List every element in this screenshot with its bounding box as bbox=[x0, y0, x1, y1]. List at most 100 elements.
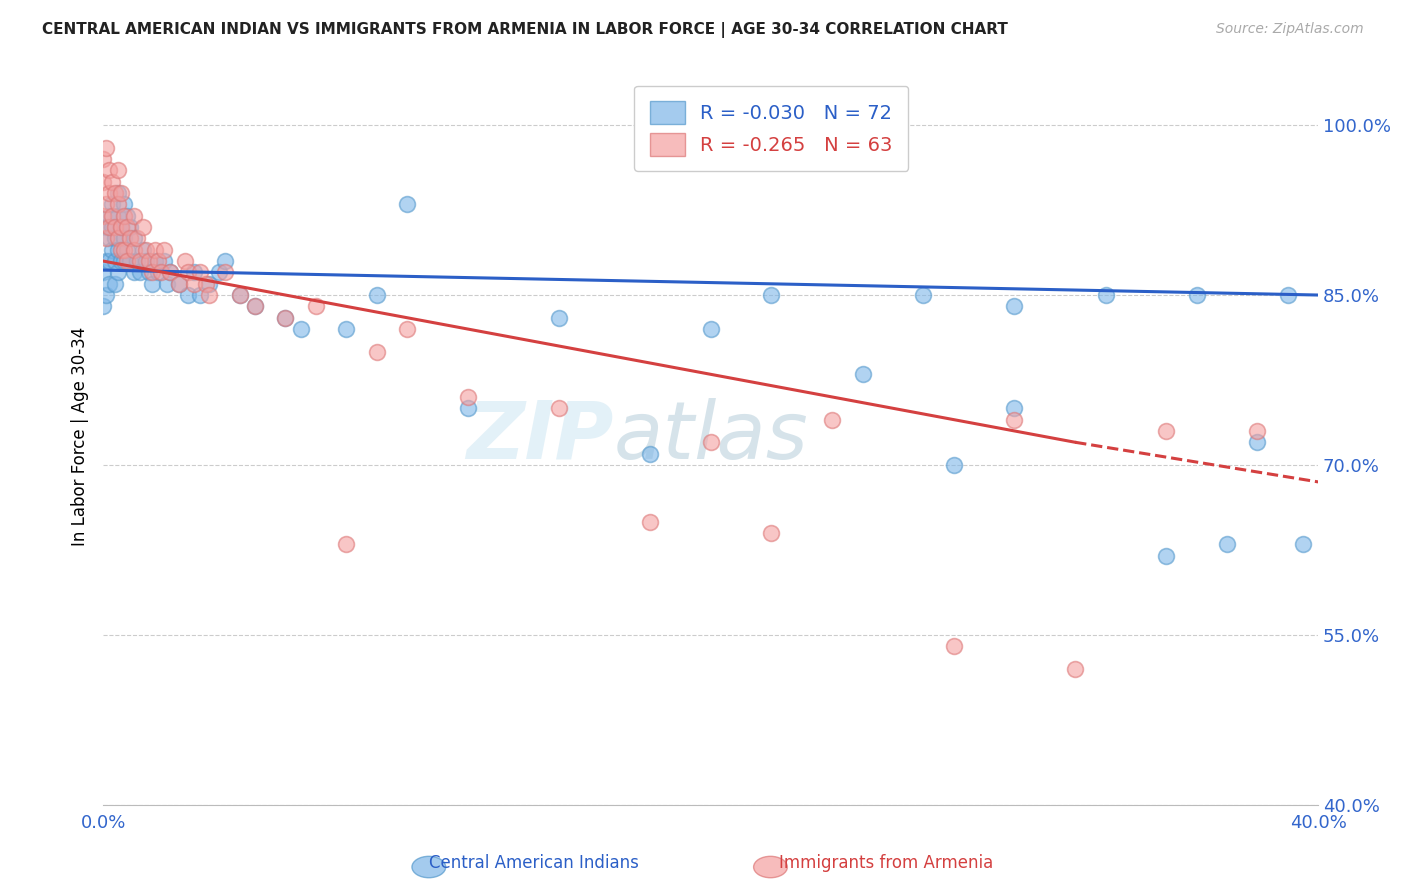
Point bbox=[214, 254, 236, 268]
Point bbox=[125, 231, 148, 245]
Point bbox=[457, 401, 479, 416]
Point bbox=[107, 197, 129, 211]
Point bbox=[195, 277, 218, 291]
Point bbox=[104, 186, 127, 200]
Point bbox=[699, 435, 721, 450]
Point bbox=[851, 368, 873, 382]
Point bbox=[101, 209, 124, 223]
Point bbox=[141, 277, 163, 291]
Point bbox=[107, 243, 129, 257]
Point bbox=[305, 299, 328, 313]
Point bbox=[107, 163, 129, 178]
Point bbox=[1064, 662, 1087, 676]
Point bbox=[1154, 424, 1177, 438]
Point bbox=[91, 209, 114, 223]
Point bbox=[942, 458, 965, 472]
Point bbox=[547, 401, 569, 416]
Text: Central American Indians: Central American Indians bbox=[429, 855, 640, 872]
Point bbox=[104, 254, 127, 268]
Text: CENTRAL AMERICAN INDIAN VS IMMIGRANTS FROM ARMENIA IN LABOR FORCE | AGE 30-34 CO: CENTRAL AMERICAN INDIAN VS IMMIGRANTS FR… bbox=[42, 22, 1008, 38]
Point bbox=[153, 254, 176, 268]
Point bbox=[104, 277, 127, 291]
Point bbox=[290, 322, 312, 336]
Point bbox=[110, 220, 132, 235]
Point bbox=[117, 209, 139, 223]
Point bbox=[143, 254, 166, 268]
Point bbox=[207, 265, 229, 279]
Point bbox=[98, 254, 121, 268]
Point bbox=[143, 243, 166, 257]
Point bbox=[1094, 288, 1116, 302]
Point bbox=[96, 288, 118, 302]
Point bbox=[91, 299, 114, 313]
Point bbox=[159, 265, 181, 279]
Point bbox=[110, 220, 132, 235]
Point bbox=[638, 447, 661, 461]
Y-axis label: In Labor Force | Age 30-34: In Labor Force | Age 30-34 bbox=[72, 327, 89, 546]
Point bbox=[1002, 299, 1025, 313]
Point bbox=[821, 412, 844, 426]
Text: Immigrants from Armenia: Immigrants from Armenia bbox=[779, 855, 993, 872]
Point bbox=[135, 243, 157, 257]
Point bbox=[274, 310, 297, 325]
Point bbox=[395, 322, 418, 336]
Point bbox=[128, 254, 150, 268]
Point bbox=[120, 220, 142, 235]
Circle shape bbox=[754, 856, 787, 878]
Point bbox=[547, 310, 569, 325]
Point bbox=[112, 254, 135, 268]
Point bbox=[122, 265, 145, 279]
Point bbox=[335, 322, 357, 336]
Point bbox=[91, 175, 114, 189]
Point bbox=[98, 163, 121, 178]
Point bbox=[1185, 288, 1208, 302]
Point bbox=[1002, 412, 1025, 426]
Point bbox=[699, 322, 721, 336]
Point bbox=[156, 277, 179, 291]
Point bbox=[229, 288, 252, 302]
Point bbox=[138, 254, 160, 268]
Point bbox=[138, 265, 160, 279]
Point bbox=[107, 186, 129, 200]
Point bbox=[1246, 435, 1268, 450]
Point bbox=[366, 288, 388, 302]
Point bbox=[942, 639, 965, 653]
Point bbox=[188, 288, 211, 302]
Point bbox=[91, 265, 114, 279]
Point bbox=[141, 265, 163, 279]
Point bbox=[1216, 537, 1239, 551]
Point bbox=[638, 515, 661, 529]
Point bbox=[761, 525, 783, 540]
Point bbox=[198, 288, 221, 302]
Point bbox=[112, 209, 135, 223]
Point bbox=[107, 231, 129, 245]
Point bbox=[120, 254, 142, 268]
Point bbox=[912, 288, 935, 302]
Point bbox=[1246, 424, 1268, 438]
Point bbox=[177, 288, 200, 302]
Point bbox=[243, 299, 266, 313]
Point bbox=[117, 243, 139, 257]
Point bbox=[98, 277, 121, 291]
Point bbox=[104, 231, 127, 245]
Point bbox=[110, 186, 132, 200]
Point bbox=[110, 254, 132, 268]
Point bbox=[198, 277, 221, 291]
Point bbox=[146, 254, 169, 268]
Point bbox=[761, 288, 783, 302]
Point bbox=[243, 299, 266, 313]
Point bbox=[96, 220, 118, 235]
Point bbox=[101, 243, 124, 257]
Point bbox=[107, 209, 129, 223]
Point bbox=[1292, 537, 1315, 551]
Point bbox=[167, 277, 190, 291]
Point bbox=[98, 220, 121, 235]
Point bbox=[101, 175, 124, 189]
Text: Source: ZipAtlas.com: Source: ZipAtlas.com bbox=[1216, 22, 1364, 37]
Point bbox=[91, 152, 114, 166]
Point bbox=[1277, 288, 1299, 302]
Point bbox=[149, 265, 172, 279]
Circle shape bbox=[412, 856, 446, 878]
Point bbox=[122, 231, 145, 245]
Point bbox=[1002, 401, 1025, 416]
